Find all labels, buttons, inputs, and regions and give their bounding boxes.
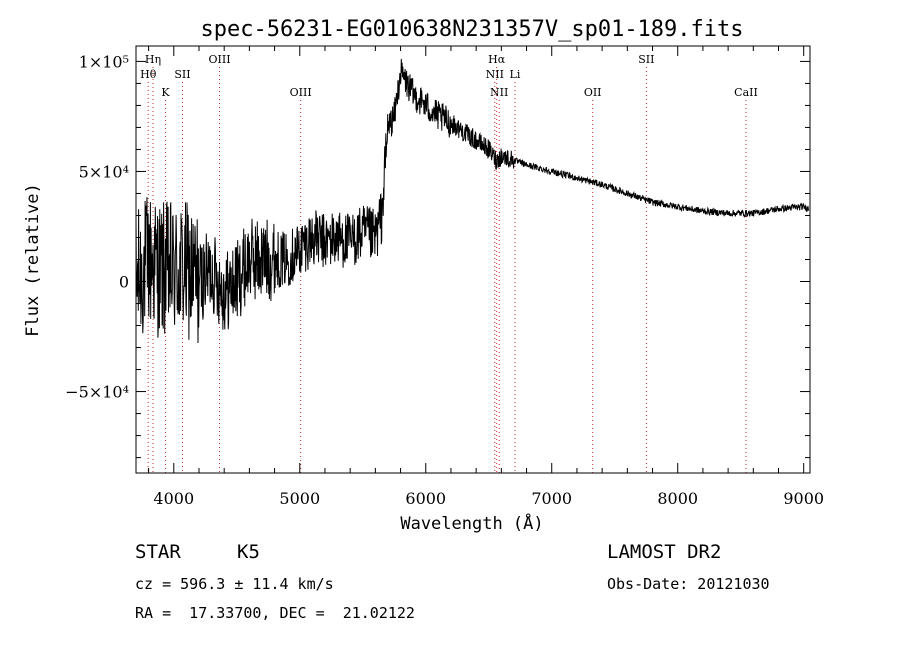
x-tick-label: 9000 (783, 489, 824, 508)
x-tick-label: 7000 (531, 489, 572, 508)
line-label-8: Li (510, 68, 521, 81)
observation-date: Obs-Date: 20121030 (607, 575, 770, 593)
line-label-5: OIII (290, 86, 312, 99)
survey-name: LAMOST DR2 (607, 541, 722, 563)
object-class: STAR (135, 541, 181, 563)
y-tick-label: 5×10⁴ (79, 162, 129, 181)
sky-coordinates: RA = 17.33700, DEC = 21.02122 (135, 604, 415, 622)
x-tick-label: 6000 (405, 489, 446, 508)
x-axis-label: Wavelength (Å) (400, 512, 543, 534)
line-label-2: SII (174, 68, 190, 81)
x-tick-label: 5000 (279, 489, 320, 508)
redshift-readout: cz = 596.3 ± 11.4 km/s (135, 575, 334, 593)
line-label-9: NII (490, 86, 508, 99)
series-layer (135, 58, 810, 344)
y-tick-label: 0 (119, 273, 129, 292)
line-label-1: Hθ (140, 68, 157, 81)
y-axis-label: Flux (relative) (23, 183, 43, 337)
line-label-4: OIII (208, 53, 230, 66)
line-label-0: Hη (145, 53, 161, 66)
axis-ticks: 4000 5000 6000 7000 8000 9000 1×10⁵ 5×10⁴ 0 −5×10… (65, 46, 824, 508)
line-label-7: NII (486, 68, 504, 81)
y-tick-label: 1×10⁵ (79, 52, 129, 71)
object-subclass: K5 (237, 541, 260, 563)
chart-title: spec-56231-EG010638N231357V_sp01-189.fit… (200, 17, 743, 42)
line-label-10: OII (584, 86, 602, 99)
y-tick-label: −5×10⁴ (65, 383, 129, 402)
line-label-6: Hα (488, 53, 506, 66)
line-label-11: SII (638, 53, 654, 66)
line-label-12: CaII (734, 86, 758, 99)
series-flux (135, 58, 810, 344)
x-tick-label: 4000 (153, 489, 194, 508)
x-tick-label: 8000 (657, 489, 698, 508)
line-label-3: K (161, 86, 170, 99)
